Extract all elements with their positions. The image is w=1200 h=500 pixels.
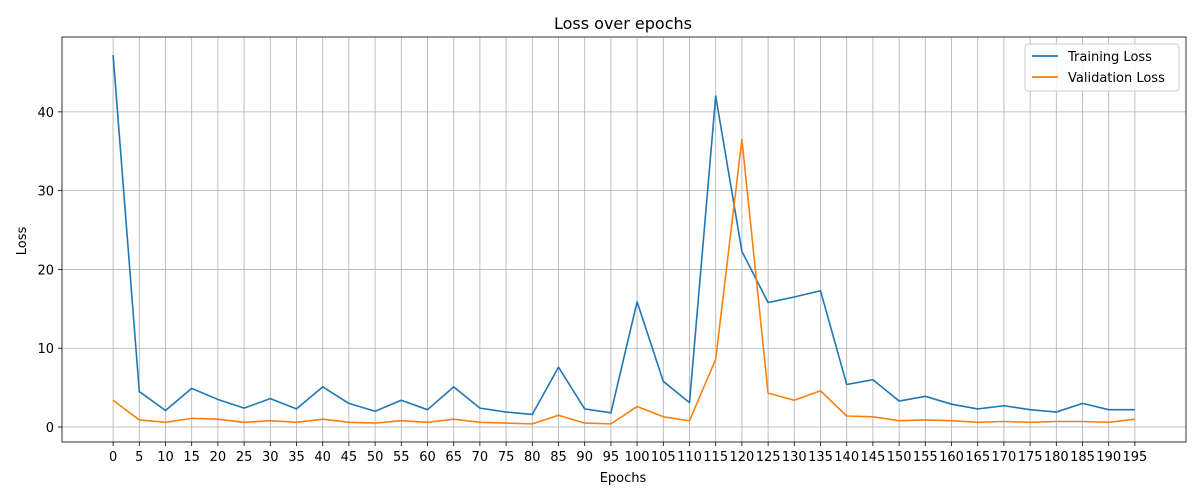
x-tick-label: 125 <box>756 450 781 465</box>
x-tick-label: 170 <box>991 450 1016 465</box>
y-tick-label: 10 <box>37 342 54 357</box>
x-tick-label: 100 <box>625 450 650 465</box>
x-tick-label: 120 <box>729 450 754 465</box>
x-tick-label: 165 <box>965 450 990 465</box>
x-tick-label: 70 <box>472 450 489 465</box>
x-tick-label: 75 <box>498 450 515 465</box>
x-tick-label: 65 <box>445 450 462 465</box>
legend-label-training: Training Loss <box>1067 50 1152 65</box>
y-tick-label: 20 <box>37 263 54 278</box>
grid <box>62 37 1186 442</box>
x-tick-label: 95 <box>603 450 620 465</box>
x-tick-label: 5 <box>135 450 143 465</box>
x-tick-label: 35 <box>288 450 305 465</box>
series-line-validation-loss <box>112 138 1136 425</box>
series-lines <box>112 55 1136 425</box>
x-tick-label: 0 <box>109 450 117 465</box>
x-tick-label: 60 <box>419 450 436 465</box>
legend-box <box>1024 43 1180 92</box>
y-tick-label: 0 <box>46 421 54 436</box>
x-tick-label: 80 <box>524 450 541 465</box>
x-tick-label: 185 <box>1070 450 1095 465</box>
x-axis-ticks: 0 5 10 15 20 25 30 35 40 45 50 55 60 65 70 75 80 85 90 95 10… <box>109 442 1147 465</box>
y-tick-label: 40 <box>37 106 54 121</box>
x-axis-label: Epochs <box>600 471 647 486</box>
series-line-training-loss <box>112 55 1135 416</box>
x-tick-label: 50 <box>367 450 384 465</box>
x-tick-label: 145 <box>860 450 885 465</box>
x-tick-label: 90 <box>576 450 593 465</box>
x-tick-label: 30 <box>262 450 279 465</box>
x-tick-label: 190 <box>1096 450 1121 465</box>
x-tick-label: 130 <box>782 450 807 465</box>
x-tick-label: 180 <box>1044 450 1069 465</box>
y-axis-ticks: 0 10 20 30 40 <box>37 106 62 436</box>
chart-title: Loss over epochs <box>554 14 692 33</box>
x-tick-label: 15 <box>183 450 200 465</box>
x-tick-label: 175 <box>1018 450 1043 465</box>
x-tick-label: 195 <box>1122 450 1147 465</box>
x-tick-label: 140 <box>834 450 859 465</box>
x-tick-label: 105 <box>651 450 676 465</box>
x-tick-label: 10 <box>157 450 174 465</box>
x-tick-label: 150 <box>887 450 912 465</box>
x-tick-label: 160 <box>939 450 964 465</box>
x-tick-label: 45 <box>341 450 358 465</box>
x-tick-label: 85 <box>550 450 567 465</box>
y-axis-label: Loss <box>15 227 30 256</box>
x-tick-label: 155 <box>913 450 938 465</box>
x-tick-label: 40 <box>314 450 331 465</box>
plot-frame <box>61 36 1187 443</box>
legend: Training Loss Validation Loss <box>1024 43 1180 92</box>
x-tick-label: 115 <box>703 450 728 465</box>
x-tick-label: 25 <box>236 450 253 465</box>
y-tick-label: 30 <box>37 185 54 200</box>
x-tick-label: 55 <box>393 450 410 465</box>
x-tick-label: 20 <box>210 450 227 465</box>
x-tick-label: 110 <box>677 450 702 465</box>
legend-label-validation: Validation Loss <box>1068 71 1165 86</box>
x-tick-label: 135 <box>808 450 833 465</box>
